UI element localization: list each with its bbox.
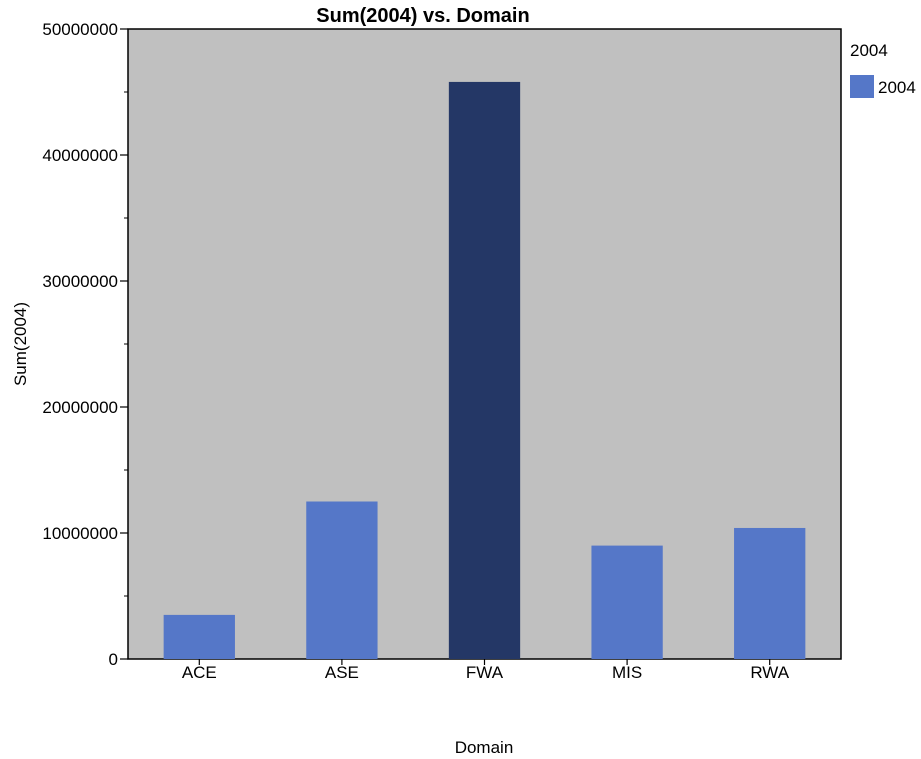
x-axis-title: Domain bbox=[455, 738, 514, 757]
bar-ase bbox=[306, 501, 378, 659]
legend: 2004 2004 bbox=[850, 41, 916, 98]
y-tick-label: 40000000 bbox=[42, 146, 118, 165]
x-tick-label-rwa: RWA bbox=[750, 663, 789, 682]
legend-label: 2004 bbox=[878, 78, 916, 97]
x-tick-label-ace: ACE bbox=[182, 663, 217, 682]
x-axis: ACE ASE FWA MIS RWA bbox=[182, 659, 790, 682]
x-tick-label-fwa: FWA bbox=[466, 663, 504, 682]
chart-title: Sum(2004) vs. Domain bbox=[316, 5, 529, 27]
y-axis-title: Sum(2004) bbox=[11, 302, 30, 386]
y-tick-label: 30000000 bbox=[42, 272, 118, 291]
y-tick-label: 10000000 bbox=[42, 524, 118, 543]
legend-swatch bbox=[850, 75, 874, 98]
bar-fwa bbox=[448, 81, 521, 660]
y-tick-label: 0 bbox=[109, 650, 118, 669]
bar-mis bbox=[591, 545, 663, 659]
y-tick-label: 50000000 bbox=[42, 20, 118, 39]
legend-title: 2004 bbox=[850, 41, 888, 60]
y-tick-label: 20000000 bbox=[42, 398, 118, 417]
bar-rwa bbox=[734, 527, 806, 659]
bars-group bbox=[163, 81, 806, 660]
bar-ace bbox=[163, 614, 235, 659]
x-tick-label-ase: ASE bbox=[325, 663, 359, 682]
x-tick-label-mis: MIS bbox=[612, 663, 642, 682]
y-axis: 0 10000000 20000000 30000000 40000000 5000000… bbox=[42, 20, 128, 669]
